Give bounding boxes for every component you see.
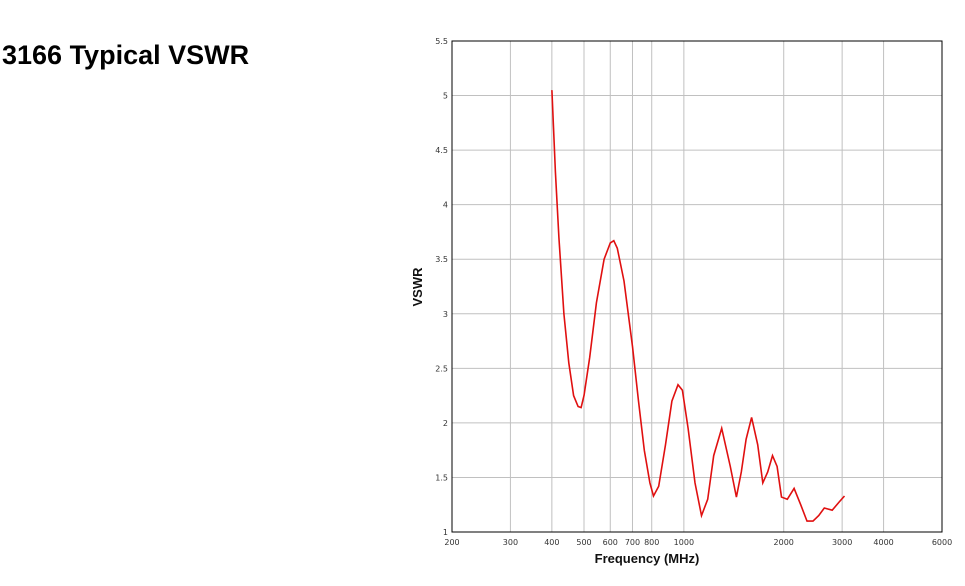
x-tick-label: 6000 bbox=[932, 538, 952, 547]
y-axis-title: VSWR bbox=[410, 267, 425, 307]
y-tick-label: 5.5 bbox=[435, 37, 448, 46]
y-tick-label: 1.5 bbox=[435, 473, 448, 482]
y-tick-label: 4.5 bbox=[435, 146, 448, 155]
x-tick-label: 300 bbox=[503, 538, 518, 547]
x-tick-label: 800 bbox=[644, 538, 659, 547]
y-tick-label: 3 bbox=[443, 310, 448, 319]
y-tick-label: 5 bbox=[443, 92, 448, 101]
x-tick-label: 500 bbox=[576, 538, 591, 547]
y-tick-label: 2.5 bbox=[435, 364, 448, 373]
x-tick-label: 400 bbox=[544, 538, 559, 547]
x-tick-label: 700 bbox=[625, 538, 640, 547]
y-tick-label: 1 bbox=[443, 528, 448, 537]
x-axis-title: Frequency (MHz) bbox=[595, 551, 700, 566]
x-tick-label: 2000 bbox=[774, 538, 794, 547]
page-title: 3166 Typical VSWR bbox=[2, 40, 250, 70]
chart-grid bbox=[451, 40, 943, 533]
plot-frame bbox=[451, 40, 943, 533]
x-tick-label: 1000 bbox=[674, 538, 694, 547]
x-tick-label: 600 bbox=[603, 538, 618, 547]
x-tick-label: 3000 bbox=[832, 538, 852, 547]
vswr-series-line bbox=[551, 90, 846, 522]
x-tick-labels: 200 300 400 500 600 700 800 1000 2000 3000 4000 600… bbox=[444, 538, 952, 547]
y-tick-label: 2 bbox=[443, 419, 448, 428]
y-tick-labels: 1 1.5 2 2.5 3 3.5 4 4.5 5 5.5 bbox=[435, 37, 448, 537]
x-tick-label: 4000 bbox=[873, 538, 893, 547]
y-tick-label: 4 bbox=[443, 201, 448, 210]
y-tick-label: 3.5 bbox=[435, 255, 448, 264]
x-tick-label: 200 bbox=[444, 538, 459, 547]
